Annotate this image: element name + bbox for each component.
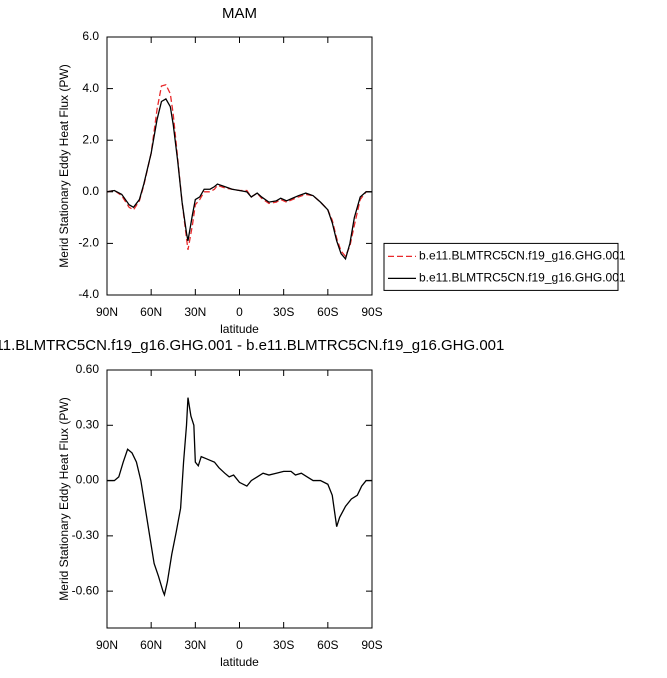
x-tick-label: 60N bbox=[140, 305, 162, 319]
x-tick-label: 90N bbox=[96, 638, 118, 652]
plot-frame bbox=[106, 36, 373, 296]
y-tick-label: 6.0 bbox=[82, 29, 99, 43]
x-tick-label: 30N bbox=[184, 305, 206, 319]
y-tick-label: 4.0 bbox=[82, 81, 99, 95]
x-tick-label: 90S bbox=[361, 638, 382, 652]
chart-title: b.e11.BLMTRC5CN.f19_g16.GHG.001 - b.e11.… bbox=[0, 337, 504, 354]
x-tick-label: 30S bbox=[273, 638, 294, 652]
x-tick-label: 60S bbox=[317, 638, 338, 652]
chart-title: MAM bbox=[222, 5, 257, 22]
legend-label: b.e11.BLMTRC5CN.f19_g16.GHG.001 bbox=[419, 271, 626, 285]
y-tick-label: -2.0 bbox=[78, 236, 99, 250]
y-tick-label: 0.0 bbox=[82, 184, 99, 198]
y-tick-label: 0.00 bbox=[76, 473, 100, 487]
y-axis-label: Merid Stationary Eddy Heat Flux (PW) bbox=[57, 397, 71, 600]
legend-label: b.e11.BLMTRC5CN.f19_g16.GHG.001 bbox=[419, 249, 626, 263]
x-tick-label: 30S bbox=[273, 305, 294, 319]
x-tick-label: 90S bbox=[361, 305, 382, 319]
data-line bbox=[107, 397, 372, 598]
y-tick-label: 0.60 bbox=[76, 362, 100, 376]
x-tick-label: 0 bbox=[236, 638, 243, 652]
legend-box bbox=[383, 242, 619, 291]
x-tick-label: 60S bbox=[317, 305, 338, 319]
y-tick-label: 0.30 bbox=[76, 417, 100, 431]
x-tick-label: 60N bbox=[140, 638, 162, 652]
y-tick-label: -0.60 bbox=[72, 583, 100, 597]
y-axis-label: Merid Stationary Eddy Heat Flux (PW) bbox=[57, 64, 71, 267]
x-axis-label: latitude bbox=[220, 655, 259, 669]
x-tick-label: 0 bbox=[236, 305, 243, 319]
x-tick-label: 90N bbox=[96, 305, 118, 319]
x-axis-label: latitude bbox=[220, 322, 259, 336]
y-tick-label: 2.0 bbox=[82, 132, 99, 146]
x-tick-label: 30N bbox=[184, 638, 206, 652]
data-line bbox=[106, 98, 372, 261]
y-tick-label: -4.0 bbox=[78, 287, 99, 301]
y-tick-label: -0.30 bbox=[72, 528, 100, 542]
